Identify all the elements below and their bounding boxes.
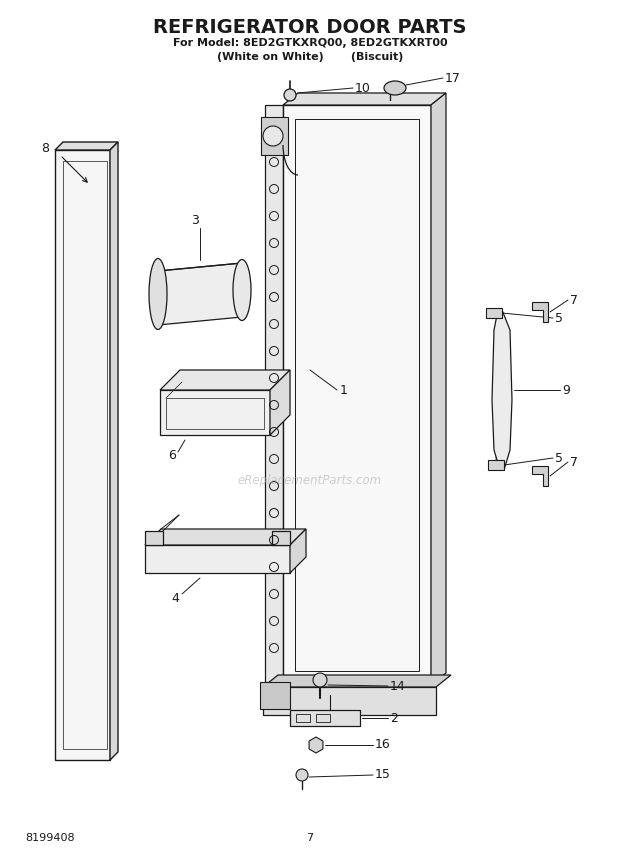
Polygon shape [160, 370, 290, 390]
Polygon shape [263, 675, 451, 687]
Polygon shape [265, 105, 283, 685]
Polygon shape [532, 302, 548, 322]
Polygon shape [263, 687, 436, 715]
Text: 5: 5 [555, 451, 563, 465]
Polygon shape [260, 682, 290, 709]
Polygon shape [431, 93, 446, 685]
Ellipse shape [384, 81, 406, 95]
Polygon shape [290, 529, 306, 573]
Polygon shape [145, 531, 163, 545]
Text: 14: 14 [390, 680, 405, 693]
Polygon shape [145, 529, 306, 545]
Text: 10: 10 [355, 81, 371, 94]
Polygon shape [110, 142, 118, 760]
Polygon shape [290, 710, 360, 726]
Polygon shape [158, 263, 242, 325]
Text: 4: 4 [171, 591, 179, 604]
Polygon shape [532, 466, 548, 486]
Circle shape [296, 769, 308, 781]
Polygon shape [272, 531, 290, 545]
Polygon shape [283, 105, 431, 685]
Text: 8199408: 8199408 [25, 833, 74, 843]
Text: 6: 6 [168, 449, 176, 461]
Text: eReplacementParts.com: eReplacementParts.com [238, 473, 382, 486]
Text: 7: 7 [306, 833, 314, 843]
Text: 16: 16 [375, 739, 391, 752]
Polygon shape [145, 545, 290, 573]
Polygon shape [261, 117, 288, 155]
Text: REFRIGERATOR DOOR PARTS: REFRIGERATOR DOOR PARTS [153, 18, 467, 37]
Ellipse shape [233, 259, 251, 320]
Polygon shape [55, 150, 110, 760]
Text: 15: 15 [375, 769, 391, 782]
Polygon shape [55, 142, 118, 150]
Text: 5: 5 [555, 312, 563, 324]
Text: For Model: 8ED2GTKXRQ00, 8ED2GTKXRT00: For Model: 8ED2GTKXRQ00, 8ED2GTKXRT00 [173, 38, 447, 48]
Circle shape [263, 126, 283, 146]
Text: 2: 2 [390, 711, 398, 724]
Text: 9: 9 [562, 383, 570, 396]
Text: 8: 8 [41, 141, 49, 154]
Polygon shape [488, 460, 504, 470]
Polygon shape [283, 93, 446, 105]
Text: 7: 7 [570, 294, 578, 306]
Polygon shape [492, 310, 512, 470]
Circle shape [313, 673, 327, 687]
Polygon shape [486, 308, 502, 318]
Text: (White on White)       (Biscuit): (White on White) (Biscuit) [217, 52, 403, 62]
Text: 7: 7 [570, 455, 578, 468]
Text: 3: 3 [191, 213, 199, 227]
Ellipse shape [149, 259, 167, 330]
Polygon shape [160, 390, 270, 435]
Text: 17: 17 [445, 72, 461, 85]
Polygon shape [270, 370, 290, 435]
Text: 1: 1 [340, 383, 348, 396]
Circle shape [284, 89, 296, 101]
